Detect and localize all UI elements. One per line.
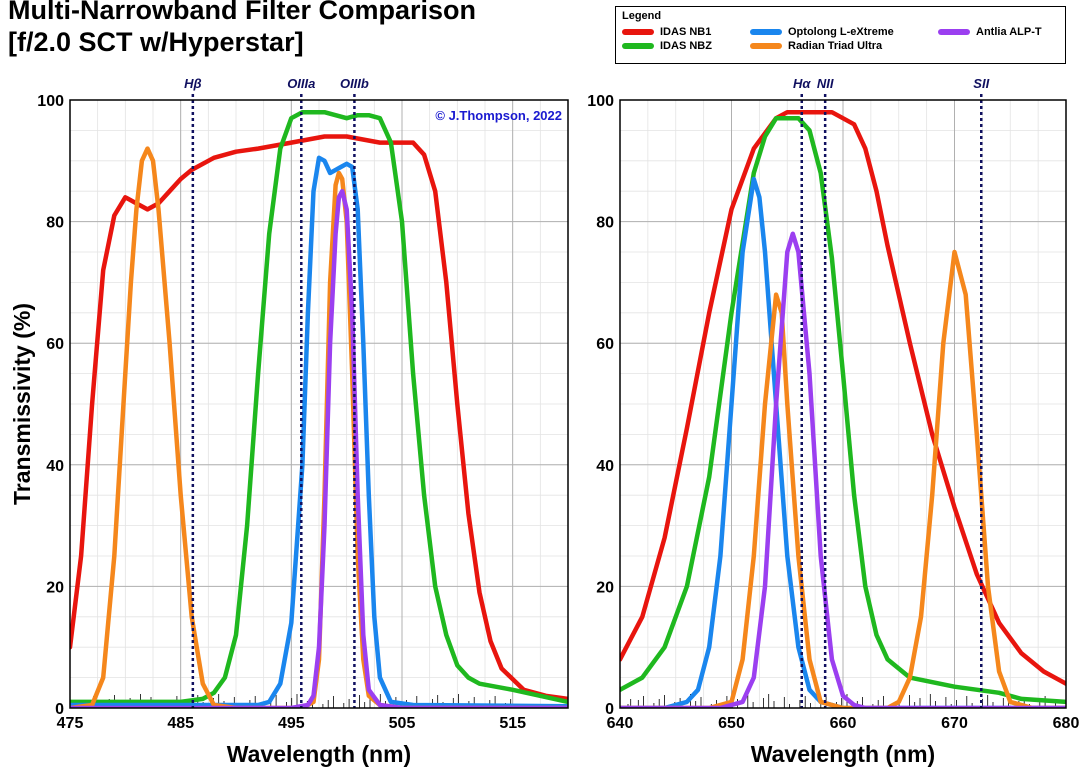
series-line-optolong-l-extreme — [70, 155, 568, 708]
x-tick-label: 505 — [389, 715, 416, 732]
chart-title: Multi-Narrowband Filter Comparison [f/2.… — [8, 0, 476, 58]
legend-swatch — [938, 29, 970, 35]
legend-swatch — [622, 43, 654, 49]
chart-title-line1: Multi-Narrowband Filter Comparison — [8, 0, 477, 25]
x-tick-label: 670 — [941, 715, 968, 732]
copyright-label: © J.Thompson, 2022 — [435, 108, 562, 123]
y-tick-label: 20 — [46, 579, 64, 596]
y-tick-label: 40 — [596, 458, 614, 475]
y-tick-label: 60 — [46, 336, 64, 353]
y-tick-label: 100 — [37, 93, 64, 110]
emission-line-label: Hα — [793, 76, 811, 91]
legend-title: Legend — [622, 10, 662, 22]
legend: Legend IDAS NB1 IDAS NBZ Optolong L-eXtr… — [615, 6, 1066, 64]
legend-label: IDAS NBZ — [660, 40, 712, 52]
series-line-idas-nb1 — [620, 109, 1066, 686]
y-tick-label: 0 — [55, 701, 64, 718]
legend-item-radian: Radian Triad Ultra — [750, 40, 882, 52]
series-line-idas-nbz — [70, 109, 568, 705]
legend-label: Antlia ALP-T — [976, 26, 1042, 38]
y-tick-label: 20 — [596, 579, 614, 596]
series-group — [620, 109, 1066, 708]
legend-item-idas-nb1: IDAS NB1 — [622, 26, 711, 38]
legend-swatch — [750, 43, 782, 49]
legend-swatch — [622, 29, 654, 35]
series-line-antlia-alp-t — [620, 231, 1066, 708]
emission-line-label: OIIIa — [287, 76, 315, 91]
legend-label: Optolong L-eXtreme — [788, 26, 894, 38]
y-tick-label: 60 — [596, 336, 614, 353]
y-tick-label: 100 — [587, 93, 614, 110]
y-tick-label: 80 — [596, 215, 614, 232]
x-tick-label: 660 — [830, 715, 857, 732]
x-axis-title: Wavelength (nm) — [227, 741, 411, 767]
plot-frame — [619, 99, 1067, 709]
emission-line-label: NII — [817, 76, 834, 91]
plot-1: Hβ OIIIa OIIIb 475 485 495 505 515 0 20 40 60 80 100 W… — [9, 76, 569, 767]
emission-line-label: SII — [973, 76, 989, 91]
x-tick-label: 475 — [57, 715, 84, 732]
plot-2: Hα NII SII 640 650 660 670 680 0 20 40 60 80 100 Wavel… — [587, 76, 1079, 767]
x-tick-label: 680 — [1053, 715, 1080, 732]
series-group — [70, 109, 568, 708]
series-line-antlia-alp-t — [70, 188, 568, 708]
series-line-radian-triad-ultra — [620, 249, 1066, 708]
x-tick-label: 650 — [718, 715, 745, 732]
legend-swatch — [750, 29, 782, 35]
emission-line-label: Hβ — [184, 76, 201, 91]
legend-label: Radian Triad Ultra — [788, 40, 883, 52]
x-tick-label: 640 — [607, 715, 634, 732]
emission-line-label: OIIIb — [340, 76, 369, 91]
y-tick-label: 40 — [46, 458, 64, 475]
legend-item-optolong: Optolong L-eXtreme — [750, 26, 894, 38]
series-line-idas-nb1 — [70, 134, 568, 702]
plot-frame — [69, 99, 569, 709]
x-tick-label: 515 — [499, 715, 526, 732]
legend-item-antlia: Antlia ALP-T — [938, 26, 1042, 38]
legend-item-idas-nbz: IDAS NBZ — [622, 40, 712, 52]
y-axis-title: Transmissivity (%) — [9, 303, 35, 505]
x-axis-title: Wavelength (nm) — [751, 741, 935, 767]
y-tick-label: 0 — [605, 701, 614, 718]
legend-label: IDAS NB1 — [660, 26, 712, 38]
x-tick-label: 485 — [167, 715, 194, 732]
series-line-optolong-l-extreme — [620, 176, 1066, 708]
series-line-idas-nbz — [620, 115, 1066, 705]
chart-title-line2: [f/2.0 SCT w/Hyperstar] — [8, 27, 304, 57]
x-tick-label: 495 — [278, 715, 305, 732]
y-tick-label: 80 — [46, 215, 64, 232]
